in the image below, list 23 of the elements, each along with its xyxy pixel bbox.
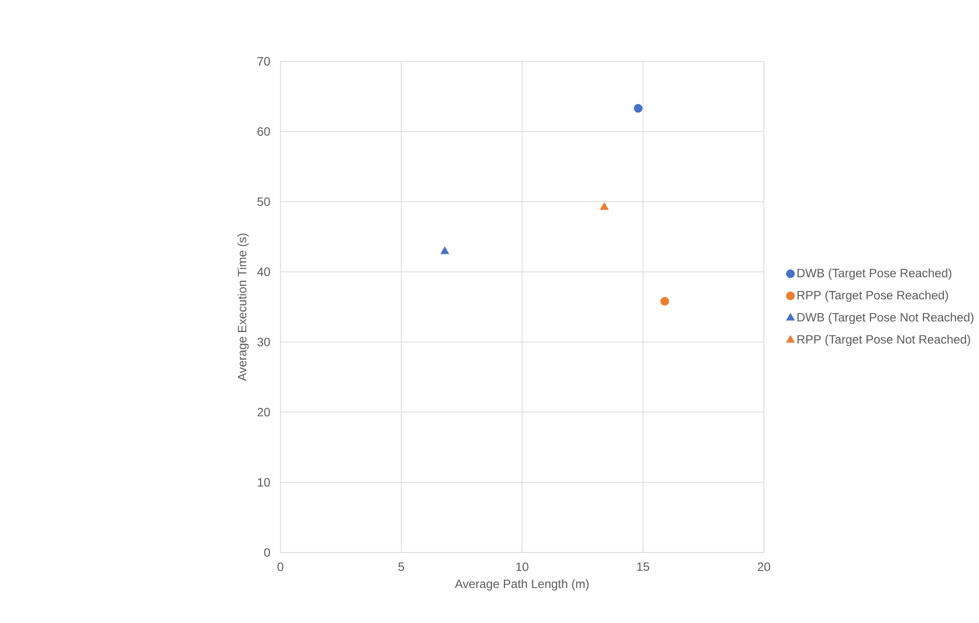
y-tick-label: 20 [258,408,270,416]
y-tick-label: 70 [258,56,270,66]
x-tick-label: 20 [758,562,770,571]
y-axis-title: Average Execution Time (s) [238,233,249,381]
legend-label: DWB (Target Pose Not Reached) [798,312,974,324]
x-axis-title: Average Path Length (m) [454,579,589,590]
y-tick-label: 0 [264,548,270,557]
point [634,104,643,113]
point [440,246,450,254]
x-tick-label: 5 [398,562,404,571]
y-tick-label: 40 [257,267,270,276]
point [600,202,609,210]
y-tick-label: 60 [258,127,270,136]
point [660,296,670,306]
y-tick-label: 10 [258,478,270,486]
legend-label: RPP (Target Pose Not Reached) [798,334,970,346]
x-tick-label: 10 [516,562,528,571]
legend-label: DWB (Target Pose Reached) [798,268,952,280]
x-tick-label: 15 [637,562,650,571]
y-tick-label: 50 [257,197,270,206]
x-tick-label: 0 [278,562,284,571]
y-tick-label: 30 [257,338,270,346]
legend-label: RPP (Target Pose Reached) [798,290,948,302]
